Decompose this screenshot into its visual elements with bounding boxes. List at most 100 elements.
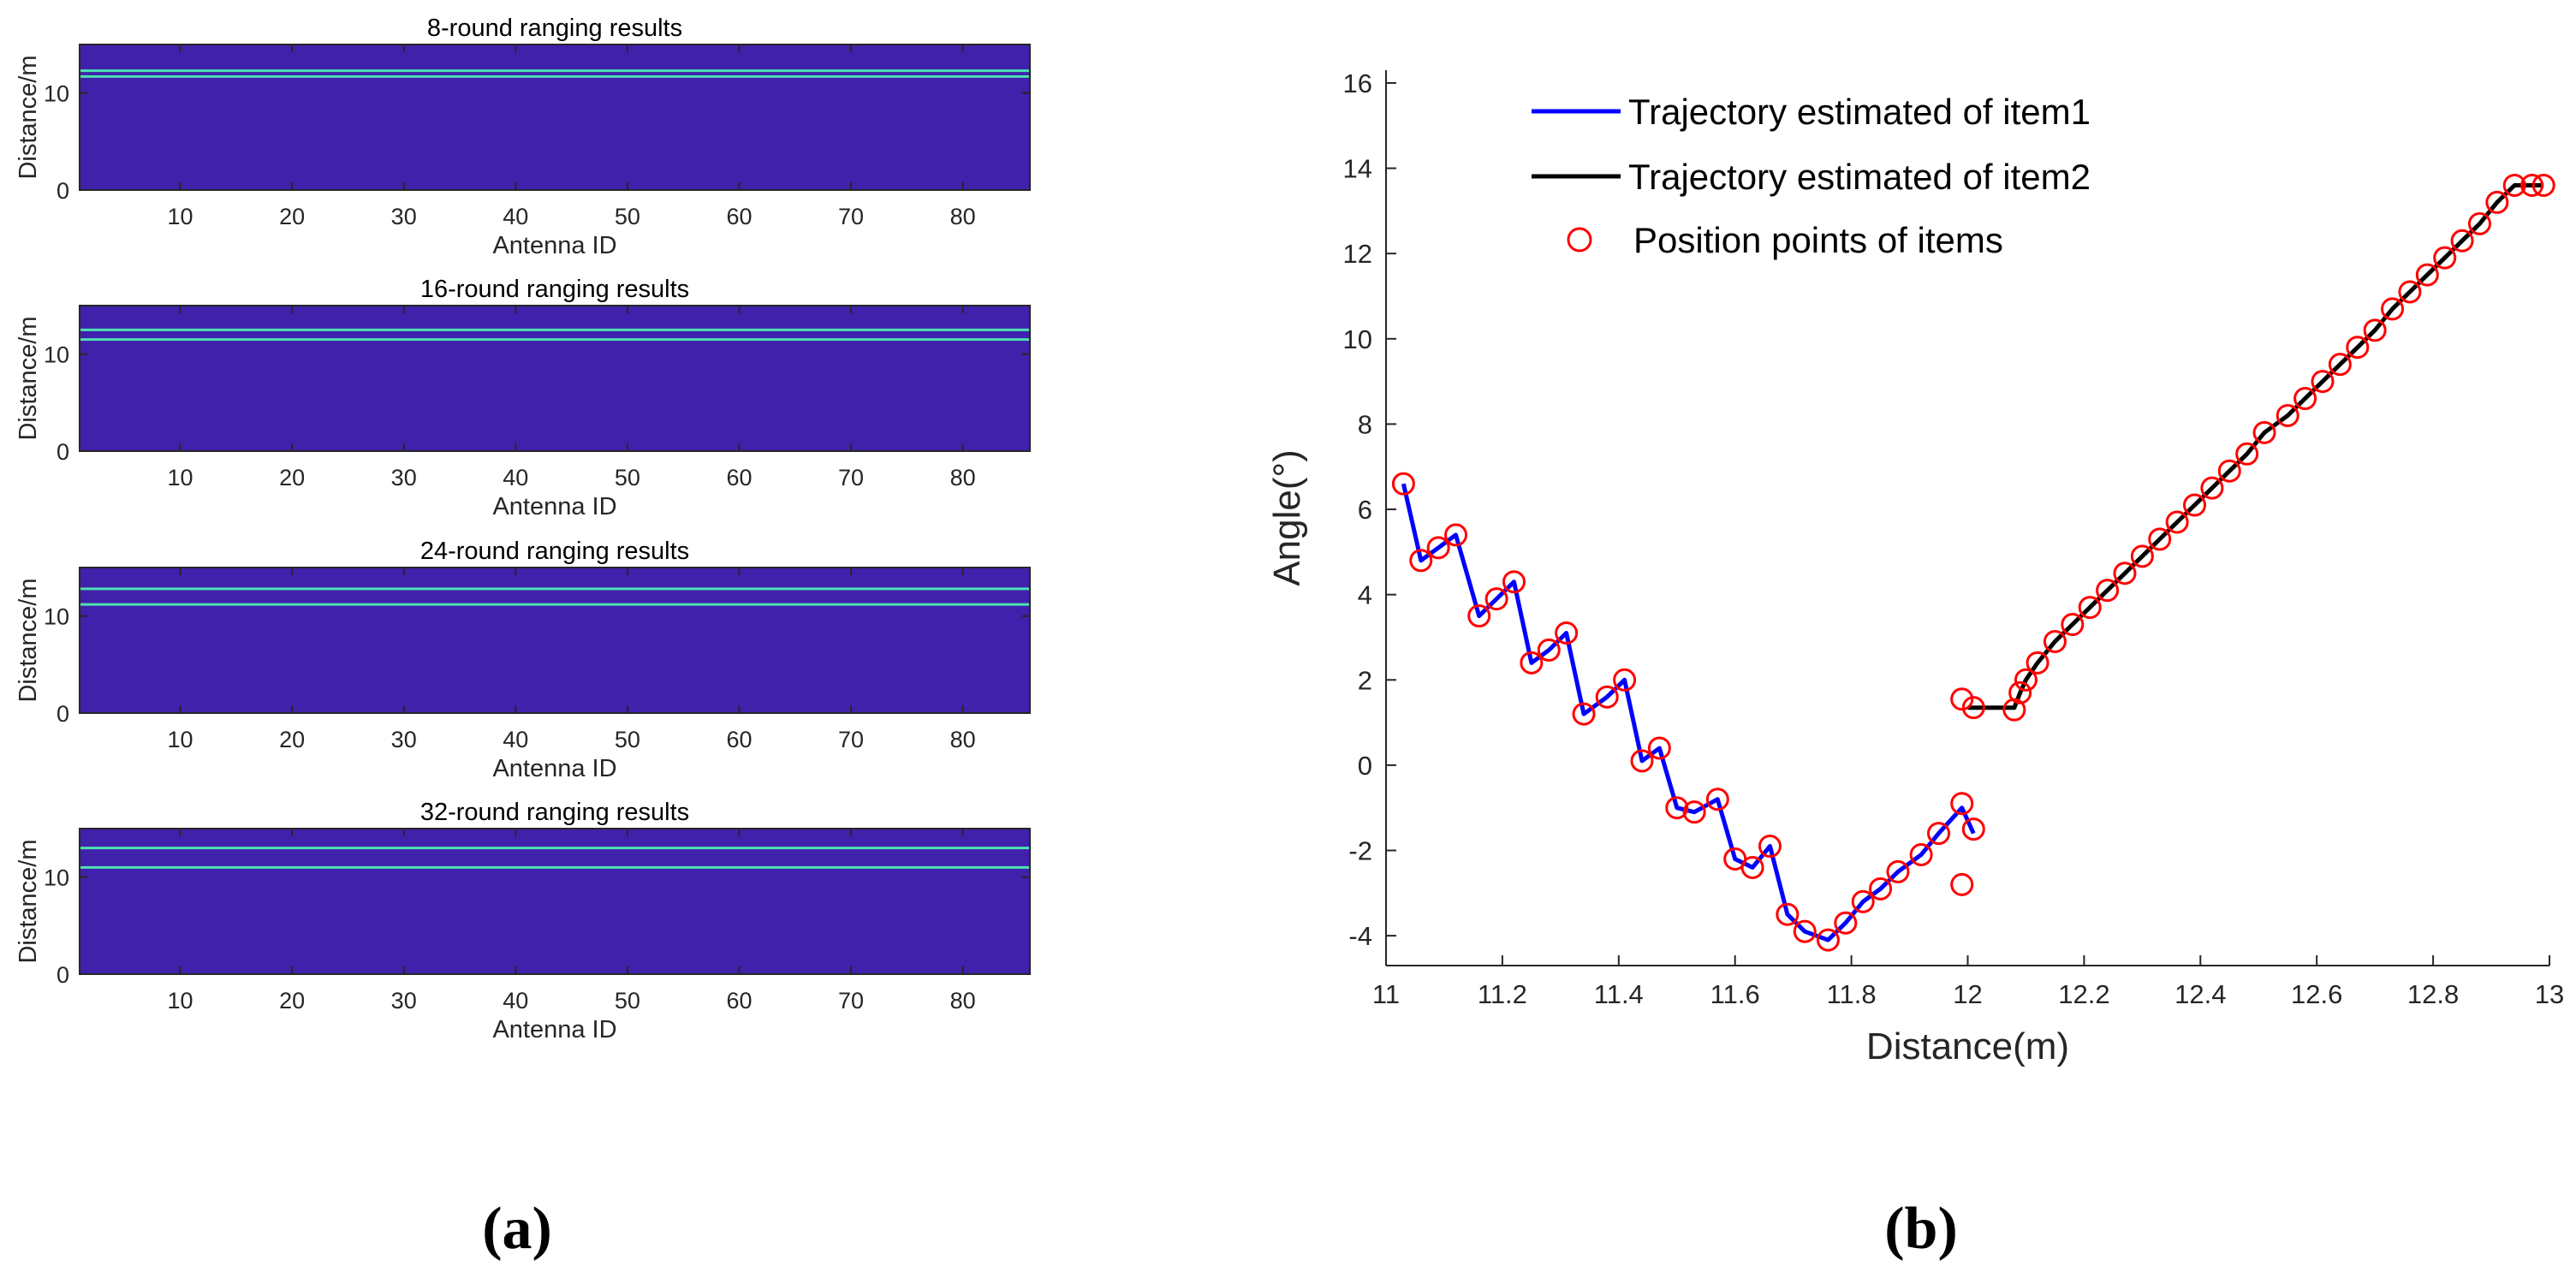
position-point	[2485, 190, 2509, 214]
heatmap-subplot-2: 10 20 30 40 50 60 70 80 0 10 16-round ranging resu…	[15, 276, 1031, 520]
y-tick-label: 16	[1343, 68, 1372, 98]
position-point	[1793, 919, 1817, 943]
x-tick-label: 20	[279, 727, 305, 752]
position-point	[2148, 527, 2172, 551]
position-point	[1613, 668, 1637, 692]
panel-label-a: (a)	[482, 1196, 552, 1262]
heatmap-title: 16-round ranging results	[420, 276, 689, 303]
position-point	[2531, 173, 2555, 197]
x-tick-label: 12.2	[2058, 979, 2109, 1009]
position-point	[2026, 651, 2049, 675]
heatmap-title: 24-round ranging results	[420, 538, 689, 565]
heatmap-y-axis-label: Distance/m	[15, 578, 42, 702]
heatmap-subplot-3: 10 20 30 40 50 60 70 80 0 10 24-round ranging resu…	[15, 538, 1031, 782]
position-point	[2183, 493, 2207, 517]
x-tick-label: 60	[726, 727, 752, 752]
x-tick-label: 11.2	[1478, 979, 1527, 1009]
position-point	[1950, 872, 1974, 896]
heatmap-title: 32-round ranging results	[420, 799, 689, 826]
position-point	[1572, 702, 1596, 726]
position-point	[1961, 817, 1985, 841]
position-point	[1484, 587, 1508, 611]
position-point	[1391, 472, 1415, 496]
legend-entry-2: Trajectory estimated of item2	[1532, 157, 2091, 197]
x-tick-label: 70	[838, 465, 864, 490]
x-tick-label: 80	[950, 465, 976, 490]
legend-circle-swatch	[1567, 227, 1592, 253]
position-point	[1705, 788, 1729, 811]
position-point	[1630, 749, 1654, 773]
position-point	[1950, 687, 1974, 711]
x-tick-label: 40	[503, 727, 528, 752]
y-tick-label: -2	[1348, 836, 1372, 866]
x-tick-label: 40	[503, 465, 528, 490]
x-tick-label: 11.4	[1594, 979, 1644, 1009]
x-tick-label: 20	[279, 988, 305, 1014]
position-point	[2061, 613, 2085, 637]
position-point	[2328, 353, 2352, 377]
position-point	[1647, 736, 1671, 760]
heatmap-background	[80, 45, 1030, 190]
x-tick-label: 60	[726, 204, 752, 229]
position-point	[2450, 229, 2474, 253]
x-tick-label: 12.6	[2291, 979, 2342, 1009]
position-point	[1409, 549, 1433, 573]
position-point	[2002, 698, 2026, 722]
x-tick-label: 10	[168, 988, 193, 1014]
position-point	[2398, 280, 2422, 304]
position-point	[2200, 476, 2224, 500]
heatmap-x-axis-label: Antenna ID	[492, 755, 616, 782]
heatmap-x-axis-label: Antenna ID	[492, 232, 616, 259]
x-tick-label: 50	[615, 465, 640, 490]
position-point	[1776, 902, 1800, 926]
position-point	[2235, 442, 2259, 466]
legend-label: Trajectory estimated of item1	[1628, 92, 2091, 132]
position-point	[1886, 859, 1910, 883]
position-point	[1467, 604, 1491, 628]
y-tick-label: 10	[44, 604, 69, 630]
y-tick-label: 6	[1358, 495, 1372, 525]
position-point	[2381, 297, 2405, 321]
position-point	[2293, 387, 2317, 411]
position-point	[2252, 420, 2276, 444]
legend-entry-1: Trajectory estimated of item1	[1532, 92, 2091, 132]
position-point	[2467, 211, 2491, 235]
position-point	[1520, 651, 1544, 675]
x-tick-label: 30	[391, 465, 417, 490]
heatmap-background	[80, 829, 1030, 974]
y-tick-label: 0	[57, 439, 69, 465]
y-tick-label: 0	[1358, 751, 1372, 781]
y-tick-label: -4	[1348, 921, 1372, 951]
y-tick-label: 2	[1358, 665, 1372, 695]
position-point	[2276, 403, 2299, 427]
heatmap-x-axis-label: Antenna ID	[492, 1016, 616, 1043]
heatmap-background	[80, 568, 1030, 713]
position-point	[2363, 318, 2387, 342]
position-point	[1740, 855, 1764, 879]
position-point	[1869, 877, 1893, 901]
position-point	[1444, 523, 1468, 547]
x-tick-label: 12.4	[2174, 979, 2226, 1009]
x-tick-label: 60	[726, 988, 752, 1014]
panel-label-b: (b)	[1884, 1196, 1958, 1262]
position-point	[2415, 263, 2439, 287]
position-point	[2165, 510, 2189, 534]
series-line-item2	[1967, 183, 2544, 710]
y-tick-label: 0	[57, 962, 69, 988]
y-tick-label: 4	[1358, 580, 1372, 610]
heatmap-axis-box	[79, 567, 1031, 714]
heatmap-x-axis-label: Antenna ID	[492, 493, 616, 520]
x-tick-label: 11.6	[1710, 979, 1760, 1009]
x-tick-label: 30	[391, 204, 417, 229]
x-tick-label: 70	[838, 727, 864, 752]
position-point	[1927, 822, 1951, 846]
position-point	[1950, 792, 1974, 816]
x-tick-label: 11	[1372, 979, 1400, 1009]
position-point	[2130, 544, 2154, 568]
x-tick-label: 11.8	[1827, 979, 1877, 1009]
heatmap-axis-box	[79, 828, 1031, 975]
x-tick-label: 20	[279, 465, 305, 490]
legend-entry-3: Position points of items	[1567, 220, 2003, 260]
x-tick-label: 60	[726, 465, 752, 490]
position-point	[2008, 681, 2032, 704]
